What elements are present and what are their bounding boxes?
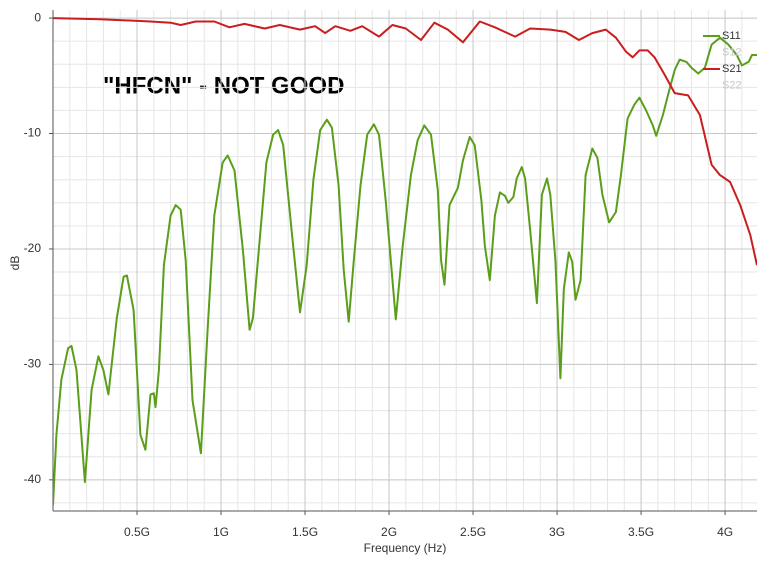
x-axis-label: Frequency (Hz) bbox=[364, 541, 447, 555]
series-line bbox=[53, 17, 757, 266]
y-tick-label: 0 bbox=[34, 10, 41, 24]
legend-label: S21 bbox=[722, 63, 742, 75]
y-tick-label: -30 bbox=[24, 357, 42, 371]
x-tick-label: 3.5G bbox=[628, 525, 654, 539]
series-line bbox=[53, 36, 757, 506]
x-tick-label: 0.5G bbox=[124, 525, 150, 539]
legend-label: S22 bbox=[722, 79, 742, 91]
y-tick-label: -20 bbox=[24, 241, 42, 255]
x-tick-label: 2G bbox=[381, 525, 397, 539]
x-tick-label: 1G bbox=[213, 525, 229, 539]
x-tick-label: 4G bbox=[717, 525, 733, 539]
x-tick-label: 3G bbox=[549, 525, 565, 539]
y-axis-label: dB bbox=[8, 256, 22, 271]
x-tick-label: 2.5G bbox=[460, 525, 486, 539]
legend-label: S11 bbox=[722, 30, 741, 42]
y-tick-label: -40 bbox=[24, 472, 42, 486]
y-tick-label: -10 bbox=[24, 126, 42, 140]
x-tick-label: 1.5G bbox=[292, 525, 318, 539]
legend-label: S12 bbox=[722, 46, 742, 58]
annotation: "HFCN" - NOT GOOD bbox=[103, 72, 344, 99]
